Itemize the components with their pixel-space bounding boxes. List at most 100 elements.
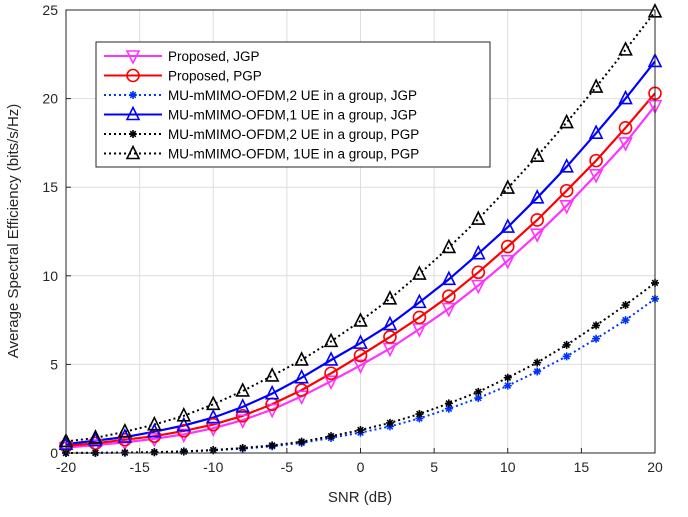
legend-entry-1: Proposed, PGP (168, 69, 262, 84)
y-tick-label: 10 (42, 268, 58, 284)
series-2-point (621, 316, 630, 325)
legend-entry-0: Proposed, JGP (168, 49, 260, 64)
series-5-point (294, 351, 309, 366)
series-1-point (353, 348, 368, 363)
series-3-point (471, 244, 486, 260)
y-tick-label: 0 (50, 445, 58, 461)
series-0-point (294, 390, 309, 406)
series-4-point (621, 301, 630, 310)
series-1-point (589, 153, 603, 168)
series-5-point (529, 147, 545, 162)
x-tick-label: -5 (281, 459, 294, 475)
series-5-point (500, 179, 516, 194)
series-5-point (441, 238, 457, 254)
series-2-point (444, 404, 453, 413)
series-4-point (327, 432, 336, 441)
x-axis-label: SNR (dB) (328, 489, 392, 506)
x-tick-label: 10 (500, 459, 516, 475)
series-4-point (533, 358, 542, 367)
legend-marker-5 (125, 144, 141, 160)
legend-marker-3 (125, 105, 141, 121)
series-2-point (562, 352, 571, 361)
series-0-point (500, 254, 516, 270)
series-4-point (150, 448, 159, 457)
y-tick-label: 25 (42, 2, 58, 18)
series-4-point (385, 418, 394, 427)
series-0-point (588, 168, 604, 184)
series-line-5 (65, 11, 656, 443)
legend-entry-5: MU-mMIMO-OFDM, 1UE in a group, PGP (168, 147, 419, 162)
x-tick-label: 20 (647, 459, 663, 475)
series-3-point (588, 124, 604, 139)
series-3-point (147, 422, 162, 438)
x-tick-label: -15 (130, 459, 150, 475)
series-2-point (474, 394, 483, 403)
series-3-point (618, 89, 633, 105)
series-line-3 (65, 60, 656, 446)
series-4-point (415, 410, 424, 419)
series-1-point (442, 289, 456, 303)
x-tick-label: 0 (357, 459, 365, 475)
series-2-point (533, 367, 542, 376)
legend-marker-2 (129, 91, 137, 99)
series-3-point (323, 351, 339, 366)
series-1-point (383, 330, 397, 344)
series-5-point (382, 290, 398, 305)
series-3-point (205, 408, 221, 424)
series-2-point (415, 414, 424, 423)
series-0-point (147, 433, 162, 448)
series-4-point (562, 340, 571, 349)
series-0-point (559, 200, 574, 215)
series-1-point (471, 265, 486, 280)
series-5-point (117, 422, 133, 438)
series-0-point (441, 302, 457, 318)
series-3-point (294, 368, 309, 384)
series-1-point (206, 417, 221, 432)
y-axis-label: Average Spectral Efficiency (bits/s/Hz) (5, 104, 22, 359)
legend-entry-4: MU-mMIMO-OFDM,2 UE in a group, PGP (168, 127, 419, 142)
series-3-point (500, 218, 516, 233)
series-5-point (471, 210, 486, 225)
series-3-point (559, 158, 574, 173)
series-1-point (500, 239, 515, 254)
series-1-point (324, 366, 338, 381)
x-tick-label: -20 (56, 459, 76, 475)
series-4-point (297, 437, 306, 446)
series-4-point (356, 425, 365, 434)
y-axis-ticks: 0 5 10 15 20 25 (42, 2, 71, 461)
legend-entry-2: MU-mMIMO-OFDM,2 UE in a group, JGP (168, 88, 417, 103)
series-4-point (179, 447, 188, 456)
x-axis-ticks: -20 -15 -10 -5 0 5 10 15 20 (56, 448, 663, 475)
series-5-point (618, 41, 633, 56)
legend-marker-4 (129, 130, 137, 138)
series-5-point (412, 265, 427, 280)
x-tick-label: 15 (574, 459, 590, 475)
series-4-point (268, 441, 277, 450)
series-0-point (264, 403, 280, 419)
series-0-point (529, 228, 545, 243)
series-5-point (559, 113, 574, 129)
series-5-point (235, 382, 250, 397)
series-2-point (503, 381, 512, 390)
series-0-point (471, 279, 486, 295)
series-4-point (444, 399, 453, 408)
x-tick-label: -10 (203, 459, 223, 475)
series-3-point (412, 293, 427, 309)
legend-marker-1 (126, 68, 140, 83)
series-5-point (147, 415, 162, 431)
series-3-point (382, 315, 398, 331)
series-5-point (353, 312, 368, 327)
series-3-point (264, 384, 280, 400)
series-5-point (588, 78, 604, 93)
series-4-point (592, 321, 601, 330)
series-4-point (238, 444, 247, 453)
series-5-point (264, 367, 280, 382)
series-4-point (503, 373, 512, 382)
series-3-point (88, 431, 103, 447)
series-1-point (294, 383, 309, 397)
legend: Proposed, JGP Proposed, PGP MU-mMIMO-OFDM,… (95, 41, 491, 168)
series-0-point (618, 137, 633, 152)
series-line-1 (65, 92, 656, 447)
series-3-point (176, 416, 192, 432)
y-tick-label: 15 (42, 179, 58, 195)
